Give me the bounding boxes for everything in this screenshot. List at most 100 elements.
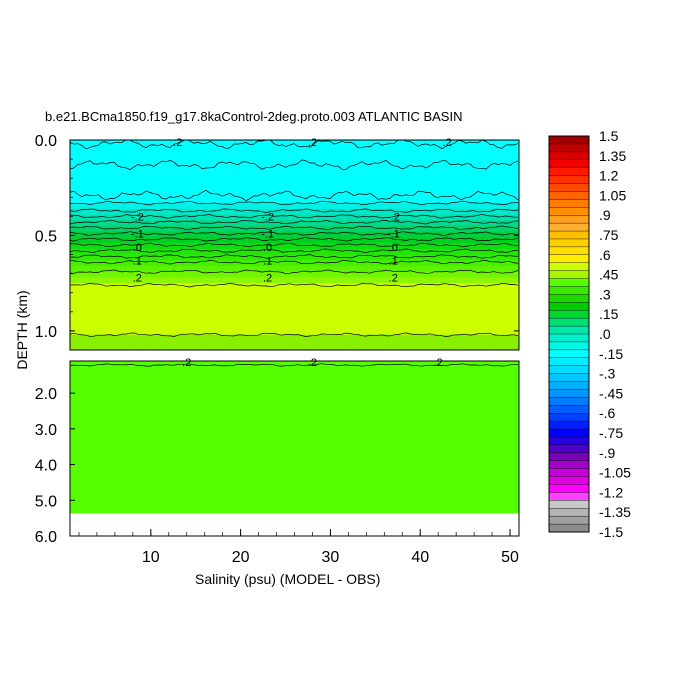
contour-line xyxy=(70,140,519,150)
colorbar-swatch xyxy=(548,310,590,319)
y-tick-label: 2.0 xyxy=(35,386,57,403)
colorbar-swatch xyxy=(548,191,590,200)
contour-line xyxy=(70,242,519,248)
colorbar-swatch xyxy=(548,515,590,525)
x-tick-label: 30 xyxy=(322,549,340,566)
colorbar-swatch xyxy=(548,175,590,185)
x-tick-label: 10 xyxy=(142,549,160,566)
colorbar-label: .3 xyxy=(599,286,611,302)
colorbar-swatch xyxy=(548,222,590,232)
colorbar-swatch xyxy=(548,349,590,359)
contour-label: .0 xyxy=(133,242,142,254)
field-band xyxy=(70,283,519,336)
colorbar-swatch xyxy=(548,183,590,192)
colorbar-swatch xyxy=(548,254,590,264)
field-band xyxy=(70,237,519,244)
field-band xyxy=(70,334,519,350)
colorbar-swatch xyxy=(548,420,590,430)
contour-label: .0 xyxy=(263,242,272,254)
field-band xyxy=(70,231,519,238)
field-band xyxy=(70,361,519,514)
colorbar-swatch xyxy=(548,523,590,533)
colorbar-swatch xyxy=(548,365,590,375)
colorbar-label: -.3 xyxy=(599,366,616,382)
upper-panel-contours xyxy=(70,140,519,337)
colorbar-swatch xyxy=(548,246,590,256)
contour-line xyxy=(70,259,519,265)
y-tick-label: 0.0 xyxy=(35,133,57,150)
upper-panel-frame xyxy=(69,139,520,351)
contour-label: .2 xyxy=(389,272,398,284)
colorbar-swatch xyxy=(548,333,590,343)
field-band xyxy=(70,248,519,256)
colorbar-label: 1.2 xyxy=(599,168,619,184)
contour-label: .2 xyxy=(182,357,191,369)
colorbar-label: .9 xyxy=(599,207,611,223)
field-band xyxy=(70,243,519,250)
contour-line xyxy=(70,219,519,225)
colorbar-label: -.45 xyxy=(599,385,623,401)
colorbar-label: -1.05 xyxy=(599,465,631,481)
colorbar-label: .0 xyxy=(599,326,611,342)
colorbar-swatch xyxy=(548,436,590,446)
colorbar-swatch xyxy=(548,484,590,493)
field-band xyxy=(70,203,519,210)
colorbar-label: -1.35 xyxy=(599,504,631,520)
contour-label: .2 xyxy=(308,357,317,369)
colorbar-label: -.15 xyxy=(599,346,623,362)
contour-label: -.2 xyxy=(131,211,144,223)
contour-label: .2 xyxy=(308,137,317,149)
colorbar-label: -1.5 xyxy=(599,524,623,540)
colorbar-swatch xyxy=(548,159,590,169)
colorbar-label: .75 xyxy=(599,227,619,243)
y-axis-label: DEPTH (km) xyxy=(14,290,30,369)
colorbar-swatch xyxy=(548,294,590,303)
contour-label: -.1 xyxy=(261,229,274,241)
x-tick-label: 20 xyxy=(232,549,250,566)
colorbar-label: -.6 xyxy=(599,405,616,421)
colorbar-swatch xyxy=(548,286,590,295)
contour-line xyxy=(70,213,519,219)
contour-line xyxy=(70,189,519,202)
colorbar-swatch xyxy=(548,373,590,383)
contour-label: .1 xyxy=(133,255,142,267)
colorbar-swatch xyxy=(548,389,590,398)
colorbar-swatch xyxy=(548,143,590,153)
colorbar-frame xyxy=(548,135,590,533)
field-band xyxy=(70,277,519,284)
colorbar-swatch xyxy=(548,460,590,470)
colorbar-label: -.75 xyxy=(599,425,623,441)
colorbar-swatch xyxy=(548,428,590,438)
contour-line xyxy=(70,159,519,170)
contour-line xyxy=(70,200,519,206)
x-tick-label: 50 xyxy=(501,549,519,566)
colorbar-label: 1.5 xyxy=(599,128,619,144)
contour-label: -.1 xyxy=(387,229,400,241)
contour-label: .1 xyxy=(263,255,272,267)
contour-label: .1 xyxy=(389,255,398,267)
colorbar-swatch xyxy=(548,381,590,390)
colorbar-swatch xyxy=(548,452,590,462)
field-band xyxy=(70,271,519,279)
contour-label: -.2 xyxy=(261,211,274,223)
contour-line xyxy=(70,248,519,254)
colorbar-swatch xyxy=(548,167,590,177)
colorbar-swatch xyxy=(548,500,590,509)
colorbar-swatch xyxy=(548,476,590,485)
colorbar-swatch xyxy=(548,278,590,287)
field-band xyxy=(70,266,519,273)
colorbar-swatch xyxy=(548,405,590,414)
colorbar-swatch xyxy=(548,325,590,335)
colorbar-swatch xyxy=(548,207,590,216)
contour-label: .2 xyxy=(133,272,142,284)
colorbar: 1.5 1.35 1.2 1.05 .9 .75 .6 .45 .3 .15 .0 -.15 -.3 -.… xyxy=(548,128,631,540)
contour-label: .2 xyxy=(173,137,182,149)
contour-label: .0 xyxy=(389,242,398,254)
colorbar-label: -1.2 xyxy=(599,484,623,500)
colorbar-label: .45 xyxy=(599,267,619,283)
colorbar-swatch xyxy=(548,262,590,272)
y-tick-label: 6.0 xyxy=(35,529,57,546)
contour-labels: .2.2.2-.2 -.2 -.2-.1 -.1 -.1.0.0.0.1.1.1.2.2… xyxy=(131,137,452,369)
colorbar-label: 1.05 xyxy=(599,187,626,203)
